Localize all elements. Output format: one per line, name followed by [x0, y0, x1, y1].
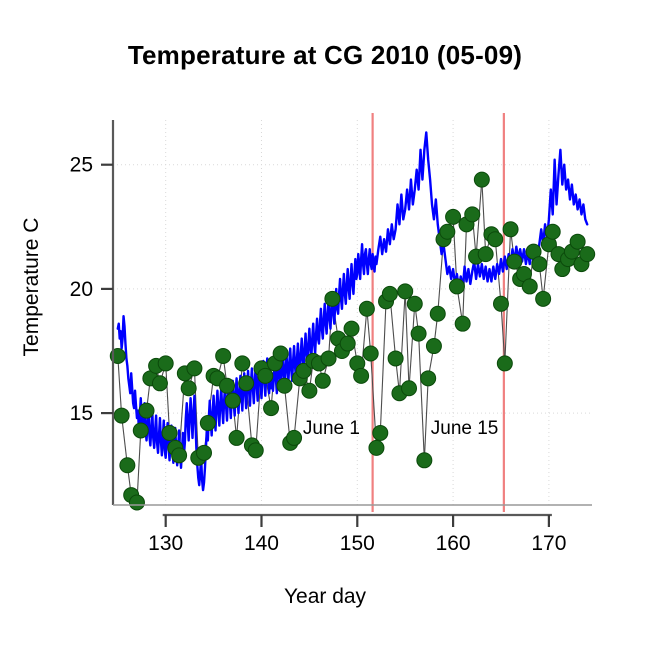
data-point — [425, 338, 442, 355]
data-point — [496, 355, 513, 372]
connector-line — [193, 368, 199, 458]
connector-line — [404, 291, 410, 389]
data-point — [387, 350, 404, 367]
connector-line — [500, 303, 506, 364]
data-point — [439, 223, 456, 240]
data-point — [492, 295, 509, 312]
data-point — [521, 278, 538, 295]
data-point — [353, 367, 370, 384]
data-point — [569, 233, 586, 250]
data-point — [257, 367, 274, 384]
data-point — [544, 223, 561, 240]
annotation-labels-group: June 1 June 15 — [303, 418, 498, 439]
x-axis-tick-label: 170 — [531, 532, 566, 555]
data-point — [186, 360, 203, 377]
data-point — [161, 424, 178, 441]
reference-line-label: June 1 — [303, 418, 360, 439]
data-point — [358, 300, 375, 317]
connector-line — [117, 355, 123, 416]
data-point — [219, 377, 236, 394]
connector-line — [379, 301, 387, 433]
data-point — [272, 345, 289, 362]
y-axis-tick-label: 25 — [70, 154, 93, 177]
connector-line — [423, 378, 429, 461]
data-point — [420, 370, 437, 387]
data-point — [301, 382, 318, 399]
data-point — [196, 444, 213, 461]
connector-line — [121, 415, 128, 466]
connector-line — [481, 179, 487, 255]
connector-line — [408, 303, 416, 389]
x-axis-tick-label: 160 — [436, 532, 471, 555]
x-axis-tick-label: 140 — [244, 532, 279, 555]
data-point — [224, 392, 241, 409]
data-point — [314, 372, 331, 389]
data-point — [320, 350, 337, 367]
data-point — [473, 171, 490, 188]
data-point — [448, 278, 465, 295]
connector-line — [418, 333, 425, 461]
connector-line — [165, 363, 171, 433]
data-point — [535, 290, 552, 307]
data-point — [215, 347, 232, 364]
data-point — [464, 206, 481, 223]
data-point — [180, 380, 197, 397]
data-point — [276, 377, 293, 394]
data-point — [138, 402, 155, 419]
connector-line — [542, 244, 550, 299]
data-point — [445, 208, 462, 225]
data-point — [410, 325, 427, 342]
data-point — [506, 253, 523, 270]
data-point — [429, 305, 446, 322]
x-axis-label: Year day — [283, 585, 367, 608]
data-point — [416, 452, 433, 469]
data-point — [199, 415, 216, 432]
y-axis-tick-label: 15 — [70, 402, 93, 425]
data-point — [132, 422, 149, 439]
data-point — [171, 447, 188, 464]
y-axis-tick-label: 20 — [70, 278, 93, 301]
data-point — [362, 345, 379, 362]
data-point — [343, 320, 360, 337]
data-point — [368, 439, 385, 456]
data-point — [406, 295, 423, 312]
data-point — [579, 246, 596, 263]
data-point — [128, 494, 145, 511]
data-point — [247, 442, 264, 459]
connector-line — [293, 378, 301, 438]
data-point — [119, 457, 136, 474]
reference-line-label: June 15 — [431, 418, 499, 439]
spot-points-group — [109, 171, 596, 511]
x-axis-tick-label: 150 — [340, 532, 375, 555]
axes-group — [101, 120, 592, 527]
data-point — [113, 407, 130, 424]
data-point — [397, 283, 414, 300]
chart-title: Temperature at CG 2010 (05-09) — [127, 40, 523, 70]
x-axis-tick-label: 130 — [148, 532, 183, 555]
data-point — [381, 285, 398, 302]
connector-line — [504, 229, 512, 364]
data-point — [228, 429, 245, 446]
data-point — [531, 256, 548, 273]
data-point — [295, 362, 312, 379]
data-point — [339, 335, 356, 352]
data-point — [263, 400, 280, 417]
connector-line — [398, 291, 406, 394]
data-point — [324, 290, 341, 307]
data-point — [157, 355, 174, 372]
data-point — [286, 429, 303, 446]
data-point — [502, 221, 519, 238]
data-point — [477, 246, 494, 263]
data-point — [487, 231, 504, 248]
data-point — [454, 315, 471, 332]
data-point — [372, 424, 389, 441]
data-point — [151, 375, 168, 392]
data-point — [238, 375, 255, 392]
data-point — [401, 380, 418, 397]
data-point — [234, 355, 251, 372]
tick-labels-group: 15 20 25 130 140 150 160 170 — [70, 154, 567, 555]
